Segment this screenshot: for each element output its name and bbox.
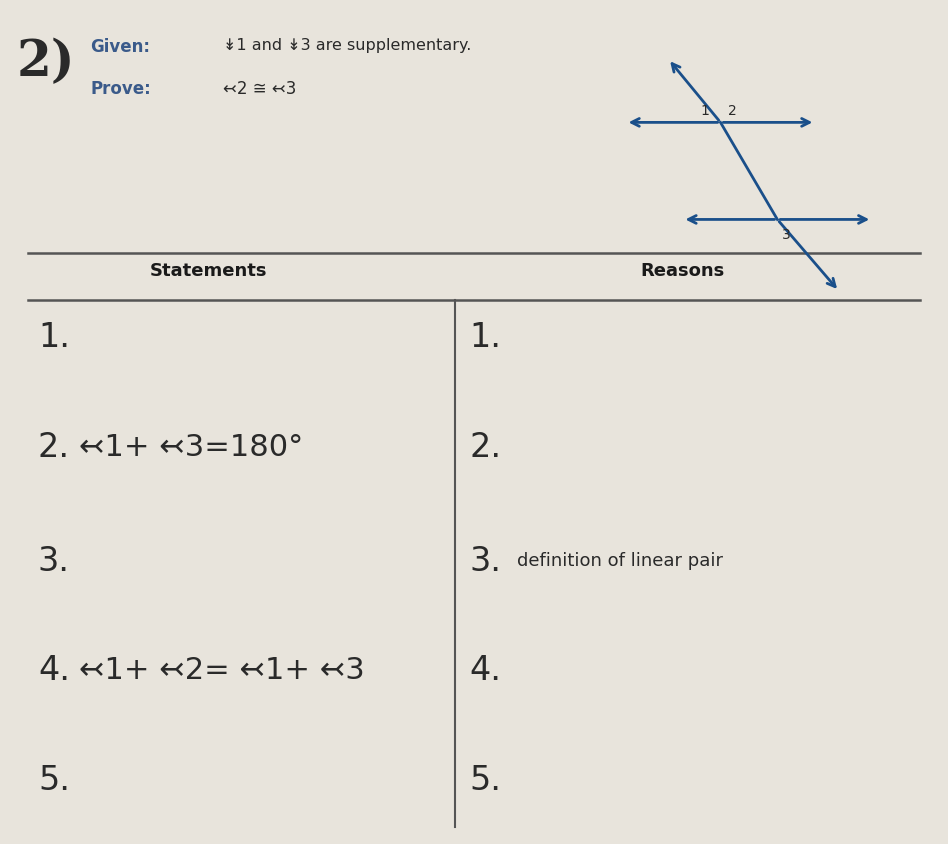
Text: Statements: Statements: [150, 262, 267, 279]
Text: ↡1 and ↡3 are supplementary.: ↡1 and ↡3 are supplementary.: [223, 38, 471, 53]
Text: 3.: 3.: [469, 544, 501, 578]
Text: Given:: Given:: [90, 38, 150, 56]
Text: ↢2 ≅ ↢3: ↢2 ≅ ↢3: [223, 80, 296, 98]
Text: 1: 1: [701, 104, 709, 118]
Text: Reasons: Reasons: [641, 262, 724, 279]
Text: ↢1+ ↢3=180°: ↢1+ ↢3=180°: [79, 433, 303, 462]
Text: 1.: 1.: [469, 321, 501, 354]
Text: 5.: 5.: [469, 764, 501, 798]
Text: 2.: 2.: [38, 430, 70, 464]
Text: 4.: 4.: [38, 654, 70, 688]
Text: 5.: 5.: [38, 764, 70, 798]
Text: 3.: 3.: [38, 544, 70, 578]
Text: 4.: 4.: [469, 654, 501, 688]
Text: 2: 2: [728, 104, 737, 118]
Text: 2.: 2.: [469, 430, 501, 464]
Text: 3: 3: [782, 228, 791, 242]
Text: definition of linear pair: definition of linear pair: [517, 552, 722, 571]
Text: ↢1+ ↢2= ↢1+ ↢3: ↢1+ ↢2= ↢1+ ↢3: [79, 657, 364, 685]
Text: Prove:: Prove:: [90, 80, 151, 98]
Text: 1.: 1.: [38, 321, 70, 354]
Text: 2): 2): [17, 38, 76, 87]
